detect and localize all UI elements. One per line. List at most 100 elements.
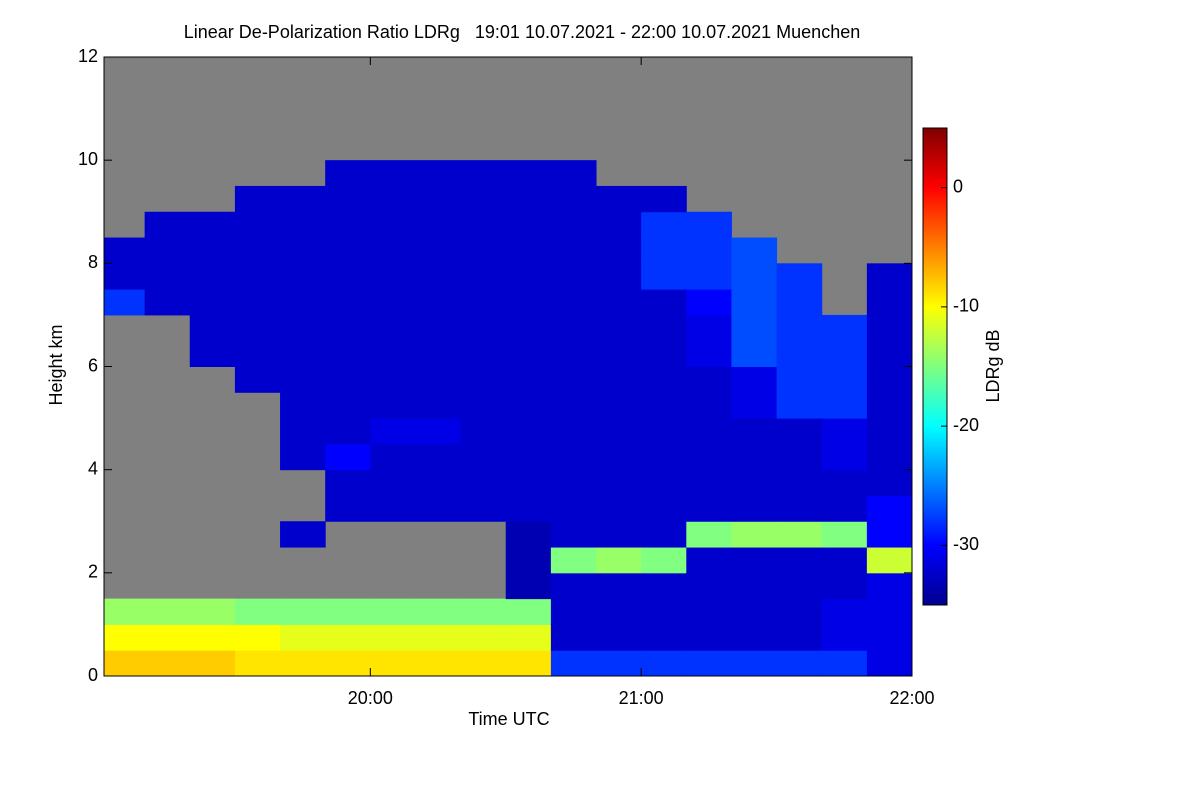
heatmap-cell <box>731 340 778 367</box>
heatmap-cell <box>415 289 462 316</box>
heatmap-cell <box>104 624 146 651</box>
heatmap-cell <box>189 340 236 367</box>
x-tick-label: 20:00 <box>348 688 393 708</box>
heatmap-cell <box>370 340 416 367</box>
heatmap-cell <box>280 392 326 419</box>
heatmap-cell <box>731 650 778 677</box>
heatmap-cell <box>280 185 326 213</box>
heatmap-cell <box>641 263 687 290</box>
heatmap-cell <box>415 598 462 625</box>
heatmap-cell <box>731 598 778 625</box>
heatmap-cell <box>686 366 732 393</box>
heatmap-cell <box>280 443 326 471</box>
heatmap-cell <box>550 598 597 625</box>
heatmap-cell <box>821 366 868 393</box>
heatmap-cell <box>460 469 507 496</box>
heatmap-cell <box>686 624 732 651</box>
heatmap-cell <box>505 263 552 290</box>
heatmap-cell <box>776 289 823 316</box>
heatmap-cell <box>641 366 687 393</box>
heatmap-cell <box>189 211 236 239</box>
heatmap-cell <box>731 572 778 600</box>
heatmap-cell <box>104 598 146 625</box>
heatmap-cell <box>686 340 732 367</box>
heatmap-cell <box>686 469 732 496</box>
heatmap-cell <box>189 263 236 290</box>
heatmap-cell <box>505 495 552 522</box>
heatmap-cell <box>460 418 507 445</box>
colorbar <box>922 127 948 606</box>
heatmap-cell <box>550 495 597 522</box>
heatmap-cell <box>596 366 642 393</box>
heatmap-cell <box>280 289 326 316</box>
heatmap-cell <box>234 340 281 367</box>
heatmap-cell <box>325 624 371 651</box>
y-axis-label: Height km <box>46 324 66 405</box>
heatmap-cell <box>641 314 687 342</box>
heatmap-cell <box>550 392 597 419</box>
heatmap-cell <box>641 443 687 471</box>
heatmap-cell <box>596 289 642 316</box>
heatmap-cell <box>189 650 236 677</box>
heatmap-cell <box>234 366 281 393</box>
heatmap-cell <box>280 211 326 239</box>
heatmap-cell <box>415 366 462 393</box>
heatmap-cell <box>686 289 732 316</box>
heatmap-cell <box>596 211 642 239</box>
heatmap-cell <box>686 598 732 625</box>
heatmap-cell <box>370 392 416 419</box>
heatmap-cell <box>641 392 687 419</box>
heatmap-cell <box>460 650 507 677</box>
heatmap-cell <box>550 289 597 316</box>
heatmap-cell <box>866 650 913 677</box>
heatmap-cell <box>505 598 552 625</box>
heatmap-cell <box>866 572 913 600</box>
heatmap-cell <box>505 185 552 213</box>
heatmap-cell <box>280 650 326 677</box>
heatmap-cell <box>596 598 642 625</box>
heatmap-cell <box>731 392 778 419</box>
heatmap-cell <box>731 418 778 445</box>
heatmap-cell <box>641 418 687 445</box>
heatmap-cell <box>189 289 236 316</box>
heatmap-cell <box>686 392 732 419</box>
x-axis-label: Time UTC <box>468 709 549 729</box>
heatmap-cell <box>234 598 281 625</box>
y-tick-label: 4 <box>88 458 98 478</box>
heatmap-cell <box>866 469 913 496</box>
heatmap-cell <box>325 443 371 471</box>
heatmap-cell <box>505 572 552 600</box>
heatmap-cell <box>415 314 462 342</box>
heatmap-cell <box>280 366 326 393</box>
chart-title: Linear De-Polarization Ratio LDRg 19:01 … <box>184 22 860 42</box>
heatmap-cell <box>505 340 552 367</box>
heatmap-cell <box>460 263 507 290</box>
heatmap-cell <box>415 263 462 290</box>
heatmap-cell <box>866 495 913 522</box>
heatmap-cell <box>325 340 371 367</box>
heatmap-cell <box>144 289 191 316</box>
heatmap-cell <box>370 650 416 677</box>
heatmap-cell <box>776 263 823 290</box>
heatmap-cell <box>505 443 552 471</box>
heatmap-cell <box>325 289 371 316</box>
heatmap-cell <box>234 650 281 677</box>
heatmap-cell <box>505 624 552 651</box>
heatmap-cell <box>415 624 462 651</box>
y-tick-label: 8 <box>88 252 98 272</box>
heatmap-cell <box>686 495 732 522</box>
heatmap-cell <box>280 314 326 342</box>
heatmap-cell <box>325 366 371 393</box>
heatmap-cell <box>325 392 371 419</box>
heatmap-cell <box>776 469 823 496</box>
heatmap-cell <box>325 185 371 213</box>
heatmap-cell <box>731 314 778 342</box>
heatmap-cell <box>686 521 732 548</box>
y-tick-label: 10 <box>78 149 98 169</box>
colorbar-label: LDRg dB <box>983 329 1003 402</box>
heatmap-cell <box>234 263 281 290</box>
heatmap-cell <box>415 185 462 213</box>
heatmap-cell <box>550 650 597 677</box>
heatmap-cell <box>866 314 913 342</box>
heatmap-cell <box>686 547 732 574</box>
